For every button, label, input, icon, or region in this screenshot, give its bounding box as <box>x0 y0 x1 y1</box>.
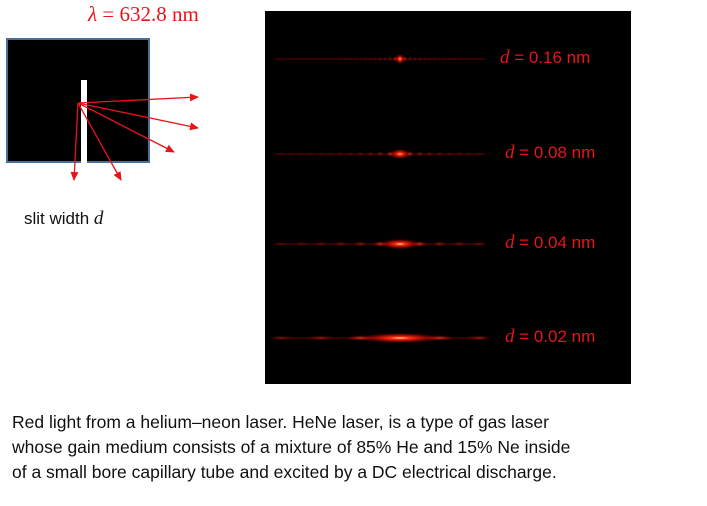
side-fringe <box>353 56 358 62</box>
wavelength-label: λ = 632.8 nm <box>88 2 199 27</box>
side-fringe <box>418 56 422 62</box>
central-maximum <box>360 333 440 343</box>
side-fringe <box>274 241 289 247</box>
side-fringe <box>475 151 483 157</box>
central-maximum <box>380 239 420 249</box>
side-fringe <box>327 151 335 157</box>
description-line: whose gain medium consists of a mixture … <box>12 437 571 457</box>
side-fringe <box>425 335 454 341</box>
side-fringe <box>452 241 467 247</box>
side-fringe <box>445 151 454 157</box>
side-fringe <box>452 56 457 62</box>
side-fringe <box>436 151 444 157</box>
side-fringe <box>313 241 328 247</box>
slit-opening <box>81 80 87 202</box>
slit-caption-text: slit width <box>24 209 94 228</box>
side-fringe <box>416 151 424 157</box>
side-fringe <box>412 241 427 247</box>
side-fringe <box>406 151 414 157</box>
ray-arrow <box>77 102 122 181</box>
d-symbol: d <box>500 47 510 68</box>
side-fringe <box>277 151 285 157</box>
d-value: = 0.02 nm <box>514 327 596 346</box>
slit-width-caption: slit width d <box>24 208 103 230</box>
side-fringe <box>427 56 432 62</box>
side-fringe <box>267 335 296 341</box>
slit-width-label: d = 0.16 nm <box>500 47 590 69</box>
side-fringe <box>413 56 417 62</box>
side-fringe <box>353 241 368 247</box>
side-fringe <box>363 56 368 62</box>
side-fringe <box>348 56 353 62</box>
d-value: = 0.08 nm <box>514 143 596 162</box>
side-fringe <box>408 56 412 62</box>
side-fringe <box>472 241 487 247</box>
side-fringe <box>432 56 437 62</box>
side-fringe <box>455 151 463 157</box>
slit-width-label: d = 0.04 nm <box>505 232 595 254</box>
lambda-symbol: λ <box>88 2 98 26</box>
diffraction-band: d = 0.16 nm <box>265 39 631 79</box>
fringe-pattern <box>275 54 485 64</box>
central-maximum <box>390 149 410 159</box>
d-symbol: d <box>505 326 515 347</box>
description-line: Red light from a helium–neon laser. HeNe… <box>12 412 549 432</box>
side-fringe <box>346 151 355 157</box>
d-value: = 0.04 nm <box>514 233 596 252</box>
central-maximum <box>395 54 405 64</box>
side-fringe <box>358 56 363 62</box>
slit-caption-symbol: d <box>93 208 104 229</box>
side-fringe <box>447 56 452 62</box>
ray-arrow <box>77 102 199 131</box>
side-fringe <box>297 151 305 157</box>
side-fringe <box>465 151 473 157</box>
diffraction-band: d = 0.04 nm <box>265 224 631 264</box>
slit-width-label: d = 0.02 nm <box>505 326 595 348</box>
side-fringe <box>356 151 364 157</box>
slit-width-label: d = 0.08 nm <box>505 142 595 164</box>
side-fringe <box>366 151 374 157</box>
side-fringe <box>337 151 345 157</box>
description-text: Red light from a helium–neon laser. HeNe… <box>12 410 702 485</box>
side-fringe <box>343 56 348 62</box>
side-fringe <box>422 56 427 62</box>
side-fringe <box>376 151 384 157</box>
side-fringe <box>338 56 343 62</box>
side-fringe <box>383 56 387 62</box>
description-line: of a small bore capillary tube and excit… <box>12 462 557 482</box>
fringe-pattern <box>275 149 493 159</box>
diffraction-band: d = 0.08 nm <box>265 134 631 174</box>
side-fringe <box>403 56 407 62</box>
side-fringe <box>388 56 392 62</box>
wavelength-value: = 632.8 nm <box>97 2 199 26</box>
side-fringe <box>373 56 378 62</box>
d-symbol: d <box>505 232 515 253</box>
side-fringe <box>426 151 434 157</box>
side-fringe <box>442 56 447 62</box>
side-fringe <box>465 335 494 341</box>
side-fringe <box>432 241 447 247</box>
diffraction-pattern-panel: d = 0.16 nm d = 0.08 nm d = 0.04 nm d = 0.0… <box>265 11 631 384</box>
side-fringe <box>457 56 462 62</box>
fringe-pattern <box>274 239 487 249</box>
ray-arrow <box>77 93 199 104</box>
fringe-pattern <box>267 333 494 343</box>
side-fringe <box>485 151 493 157</box>
side-fringe <box>306 335 335 341</box>
side-fringe <box>333 241 348 247</box>
side-fringe <box>287 151 295 157</box>
ray-arrow <box>70 102 79 181</box>
side-fringe <box>437 56 442 62</box>
side-fringe <box>378 56 382 62</box>
side-fringe <box>293 241 309 247</box>
side-fringe <box>368 56 373 62</box>
side-fringe <box>307 151 315 157</box>
side-fringe <box>317 151 325 157</box>
d-value: = 0.16 nm <box>509 48 591 67</box>
ray-arrow <box>77 102 175 153</box>
d-symbol: d <box>505 142 515 163</box>
diffraction-band: d = 0.02 nm <box>265 318 631 358</box>
